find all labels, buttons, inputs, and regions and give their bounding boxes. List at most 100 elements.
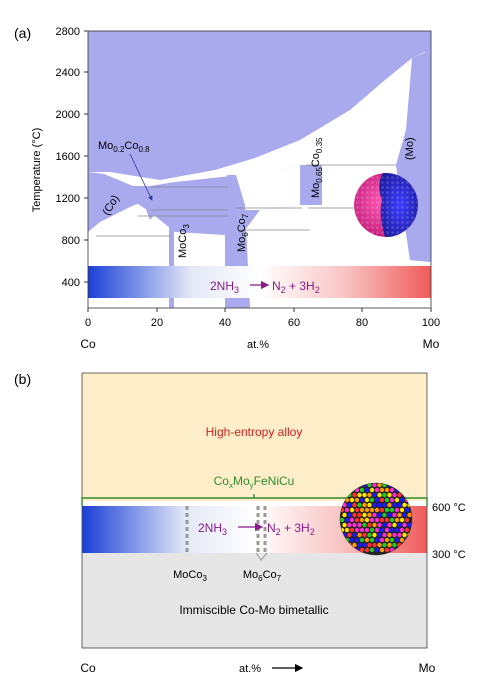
hea-atom — [404, 507, 410, 513]
hea-atom — [357, 542, 362, 548]
hea-atom — [374, 517, 380, 523]
immiscible-label: Immiscible Co-Mo bimetallic — [179, 603, 328, 617]
hea-atom — [367, 522, 372, 528]
y-tick-label: 1600 — [56, 151, 80, 163]
hea-atom — [372, 492, 377, 498]
hea-atom — [367, 542, 372, 548]
immiscible-region — [82, 553, 427, 648]
y-tick-label: 2400 — [56, 67, 80, 79]
hea-atom — [372, 502, 377, 508]
hea-atom — [374, 497, 380, 503]
phase-label-mo02co08: Mo0.2Co0.8 — [98, 140, 150, 154]
hea-atom — [364, 497, 370, 503]
y-tick-label: 400 — [62, 277, 80, 289]
hea-atom — [354, 517, 360, 523]
x-tick-label: 60 — [288, 317, 300, 329]
hea-atom — [364, 517, 370, 523]
hea-atom — [389, 527, 395, 533]
h2-text-b: + 3H — [281, 521, 310, 535]
n2-text: N — [272, 279, 281, 293]
hea-atom — [394, 517, 400, 523]
hea-atom — [369, 507, 375, 513]
hea-atom — [382, 532, 387, 538]
comp-co: Co — [214, 474, 230, 488]
hea-atom — [369, 537, 375, 543]
hea-atom — [379, 537, 385, 543]
hea-atom — [362, 492, 367, 498]
hea-atom — [359, 547, 365, 553]
hea-bracket — [81, 494, 428, 506]
two-phase-region-mid — [236, 165, 300, 210]
phase-label-moco3: MoCo3 — [177, 224, 191, 258]
mo065-text1: Mo — [310, 183, 322, 198]
hea-atom — [379, 547, 385, 553]
hea-atom — [352, 522, 357, 528]
mo6co7-text2-b: Co — [263, 569, 277, 581]
hea-atom — [384, 487, 390, 493]
hea-atom — [354, 537, 360, 543]
hea-atom — [374, 537, 380, 543]
mo02co08-text2: Co — [124, 140, 138, 152]
hea-atom — [402, 502, 407, 508]
hea-atom — [394, 497, 400, 503]
hea-atom — [392, 502, 397, 508]
hea-composition: CoxMoyFeNiCu — [214, 474, 295, 490]
hea-atom — [404, 517, 410, 523]
hea-atom — [357, 512, 362, 518]
hea-atom — [392, 542, 397, 548]
y-tick-label: 1200 — [56, 193, 80, 205]
hea-atom — [402, 522, 407, 528]
y-tick-label: 800 — [62, 235, 80, 247]
moco3-text: MoCo — [177, 229, 189, 258]
hea-atom — [399, 497, 405, 503]
hea-atom — [389, 507, 395, 513]
hea-atom — [379, 517, 385, 523]
hea-atom — [372, 522, 377, 528]
h2-text: + 3H — [286, 279, 315, 293]
hea-atom — [344, 527, 350, 533]
hea-atom — [382, 512, 387, 518]
liquid-region — [88, 52, 425, 186]
hea-atom — [387, 512, 392, 518]
x-axis-title-b: at.% — [239, 663, 261, 675]
x-end-label-mo: Mo — [423, 337, 440, 351]
hea-atom — [372, 483, 377, 488]
hea-atom — [359, 537, 365, 543]
hea-atom — [362, 542, 367, 548]
mo065-text2: Co — [310, 153, 322, 167]
reaction-reactant: 2NH3 — [210, 279, 239, 295]
co-solid-solution-region — [88, 172, 148, 232]
reaction-products-b: N2 + 3H2 — [267, 521, 315, 537]
hea-atom — [352, 512, 357, 518]
comp-y: y — [250, 481, 254, 490]
x-axis: 0 20 40 60 80 100 Co at.% Mo — [80, 308, 440, 351]
hea-atom — [354, 507, 360, 513]
hea-atom — [407, 522, 412, 528]
temp-label-600: 600 °C — [432, 502, 466, 514]
hea-atom — [342, 512, 347, 518]
hea-atom — [352, 532, 357, 538]
hea-atom — [374, 527, 380, 533]
mo6co7-connector — [255, 552, 268, 561]
hea-atom — [387, 542, 392, 548]
x-end-label-co-b: Co — [80, 661, 96, 675]
hea-atom — [347, 522, 352, 528]
hea-atom — [382, 492, 387, 498]
hea-atom — [394, 537, 400, 543]
mo6co7-sub1-b: 6 — [258, 574, 263, 583]
hea-atom — [384, 527, 390, 533]
moco3-region — [169, 214, 174, 308]
x-tick-label: 100 — [422, 317, 440, 329]
hea-nanoparticle — [340, 483, 412, 555]
hea-atom — [344, 507, 350, 513]
panel-a-label: (a) — [14, 25, 31, 41]
hea-atom — [392, 492, 397, 498]
hea-atom — [379, 497, 385, 503]
hea-atom — [404, 527, 410, 533]
hea-atom — [384, 507, 390, 513]
phase-label-mo6co7: Mo6Co7 — [236, 213, 250, 252]
hea-atom — [384, 497, 390, 503]
hea-atom — [357, 502, 362, 508]
hea-atom — [364, 507, 370, 513]
hea-atom — [394, 527, 400, 533]
